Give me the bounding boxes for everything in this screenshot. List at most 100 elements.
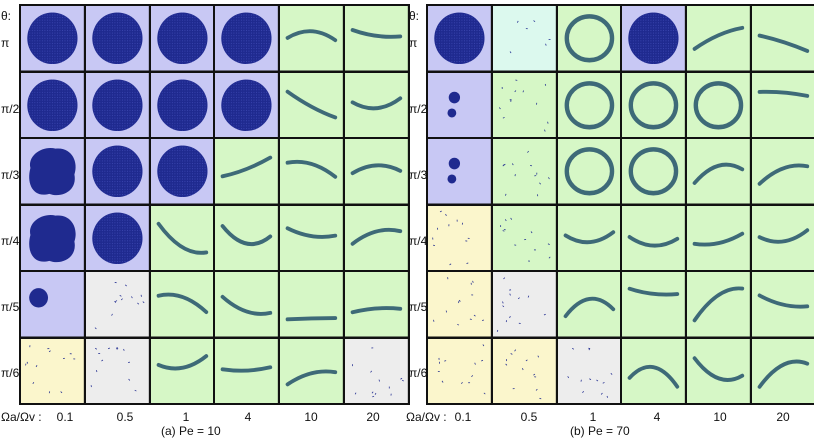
col-label-b-2: 1 [589,410,597,424]
snapshot-cell-a-1-3 [215,72,279,137]
snapshot-cell-b-3-4 [687,205,751,270]
snapshot-cell-a-0-5 [345,6,408,71]
snapshot-image [280,338,344,403]
snapshot-image [150,205,214,270]
snapshot-cell-a-2-0 [21,139,84,204]
snapshot-cell-b-1-3 [622,72,686,137]
panel-pe-70 [426,4,814,405]
snapshot-image [150,272,214,337]
snapshot-image [428,205,491,270]
snapshot-cell-b-5-4 [687,338,751,403]
snapshot-cell-a-5-0 [21,338,84,403]
snapshot-image [21,205,84,270]
snapshot-image [622,6,686,71]
snapshot-image [752,338,814,403]
row-label-b-1: π/2 [409,102,428,116]
snapshot-cell-a-4-2 [150,272,214,337]
snapshot-image [622,338,686,403]
snapshot-cell-a-3-0 [21,205,84,270]
caption-b: (b) Pe = 70 [570,424,630,438]
theta-header-b: θ: [409,9,420,23]
snapshot-cell-a-3-3 [215,205,279,270]
snapshot-image [85,72,149,137]
col-label-a-3: 4 [244,410,252,424]
snapshot-image [687,272,751,337]
snapshot-cell-a-2-4 [280,139,344,204]
snapshot-image [215,205,279,270]
snapshot-cell-b-5-0 [428,338,491,403]
snapshot-cell-b-1-4 [687,72,751,137]
snapshot-cell-b-2-5 [752,139,814,204]
snapshot-cell-b-1-1 [492,72,556,137]
snapshot-cell-b-2-2 [557,139,621,204]
snapshot-image [687,6,751,71]
col-label-a-0: 0.1 [56,410,74,424]
snapshot-cell-b-4-5 [752,272,814,337]
snapshot-image [85,139,149,204]
row-label-a-3: π/4 [1,234,20,248]
row-label-a-5: π/6 [1,366,20,380]
col-label-b-3: 4 [653,410,661,424]
snapshot-image [345,139,408,204]
snapshot-image [280,72,344,137]
snapshot-cell-a-2-3 [215,139,279,204]
snapshot-cell-a-1-1 [85,72,149,137]
snapshot-image [492,205,556,270]
snapshot-cell-b-3-5 [752,205,814,270]
snapshot-image [215,338,279,403]
snapshot-image [622,272,686,337]
row-label-a-2: π/3 [1,168,20,182]
snapshot-grid-pe-70 [426,4,814,405]
row-label-b-5: π/6 [409,366,428,380]
snapshot-cell-a-2-2 [150,139,214,204]
snapshot-cell-b-3-1 [492,205,556,270]
snapshot-image [280,205,344,270]
snapshot-cell-a-2-5 [345,139,408,204]
snapshot-cell-a-5-3 [215,338,279,403]
col-label-a-2: 1 [182,410,190,424]
snapshot-image [21,338,84,403]
snapshot-cell-a-5-2 [150,338,214,403]
snapshot-image [428,6,491,71]
snapshot-image [752,72,814,137]
row-label-b-0: π [409,36,418,50]
snapshot-image [428,272,491,337]
snapshot-image [85,6,149,71]
snapshot-image [752,6,814,71]
snapshot-image [687,139,751,204]
snapshot-cell-b-5-3 [622,338,686,403]
snapshot-cell-a-3-1 [85,205,149,270]
snapshot-image [345,205,408,270]
snapshot-cell-a-4-4 [280,272,344,337]
snapshot-cell-b-3-3 [622,205,686,270]
col-label-b-4: 10 [713,410,727,424]
snapshot-image [150,338,214,403]
snapshot-image [428,139,491,204]
snapshot-image [280,272,344,337]
snapshot-image [428,72,491,137]
snapshot-cell-a-2-1 [85,139,149,204]
snapshot-image [687,205,751,270]
snapshot-image [85,205,149,270]
snapshot-cell-b-2-0 [428,139,491,204]
snapshot-image [280,139,344,204]
snapshot-cell-a-1-2 [150,72,214,137]
snapshot-cell-b-2-3 [622,139,686,204]
snapshot-cell-b-4-0 [428,272,491,337]
col-label-b-1: 0.5 [520,410,538,424]
snapshot-cell-a-0-4 [280,6,344,71]
snapshot-image [428,338,491,403]
snapshot-image [21,6,84,71]
snapshot-image [345,338,408,403]
col-label-a-1: 0.5 [116,410,134,424]
snapshot-image [622,205,686,270]
snapshot-cell-b-4-2 [557,272,621,337]
caption-a: (a) Pe = 10 [161,424,221,438]
snapshot-image [345,272,408,337]
snapshot-cell-b-4-1 [492,272,556,337]
snapshot-cell-a-5-4 [280,338,344,403]
snapshot-cell-a-3-2 [150,205,214,270]
snapshot-image [280,6,344,71]
snapshot-image [492,6,556,71]
snapshot-cell-b-0-1 [492,6,556,71]
